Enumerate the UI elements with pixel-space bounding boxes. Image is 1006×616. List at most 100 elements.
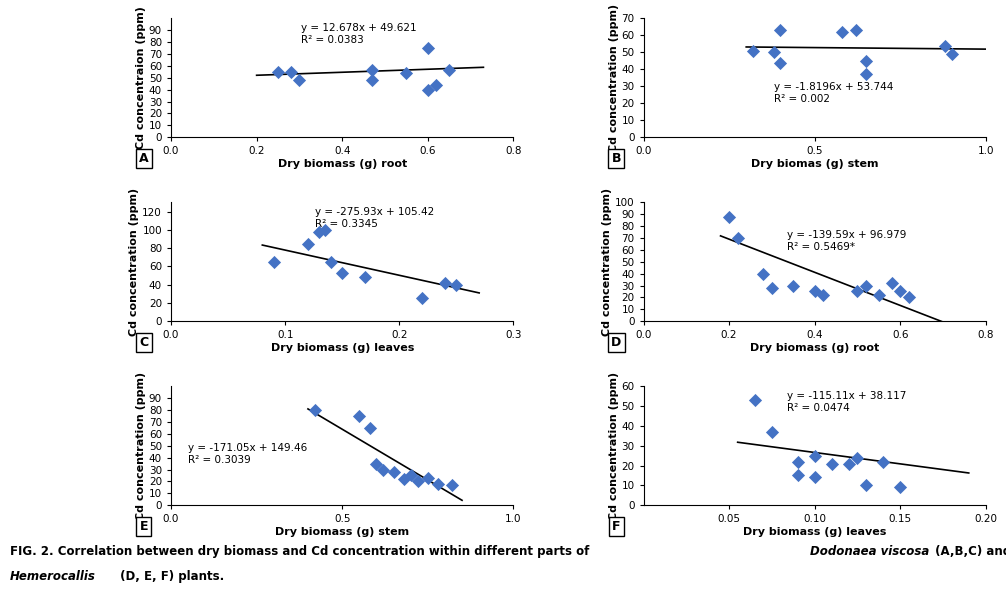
Point <box>420 473 436 483</box>
Point <box>849 453 865 463</box>
Y-axis label: Cd concentration (ppm): Cd concentration (ppm) <box>609 4 619 152</box>
Point <box>937 41 953 51</box>
Point <box>442 65 458 75</box>
Point <box>766 47 782 57</box>
Point <box>317 225 333 235</box>
X-axis label: Dry biomass (g) root: Dry biomass (g) root <box>278 159 406 169</box>
Point <box>790 456 806 466</box>
Point <box>368 459 384 469</box>
Text: A: A <box>139 152 149 165</box>
Point <box>721 212 737 222</box>
Point <box>357 272 373 282</box>
Point <box>375 464 391 474</box>
Point <box>729 233 745 243</box>
Point <box>745 46 762 55</box>
Point <box>402 471 418 480</box>
Point <box>900 293 916 302</box>
Y-axis label: Cd concentraion (ppm): Cd concentraion (ppm) <box>136 6 146 149</box>
Text: R² = 0.0474: R² = 0.0474 <box>788 402 850 413</box>
Point <box>409 476 426 486</box>
Point <box>364 65 380 75</box>
Point <box>773 25 789 35</box>
Point <box>398 68 414 78</box>
Text: y = -1.8196x + 53.744: y = -1.8196x + 53.744 <box>774 82 893 92</box>
Point <box>858 281 874 291</box>
Point <box>764 283 780 293</box>
Text: R² = 0.0383: R² = 0.0383 <box>301 34 364 44</box>
Point <box>871 290 887 300</box>
Point <box>773 58 789 68</box>
Text: D: D <box>612 336 622 349</box>
Point <box>875 456 891 466</box>
Point <box>334 268 350 278</box>
Point <box>746 395 763 405</box>
Point <box>790 471 806 480</box>
Y-axis label: Cd concentration (ppm): Cd concentration (ppm) <box>136 371 146 520</box>
Point <box>311 227 327 237</box>
Point <box>323 257 339 267</box>
Point <box>292 75 308 85</box>
Text: Hemerocallis: Hemerocallis <box>10 570 96 583</box>
Text: y = -171.05x + 149.46: y = -171.05x + 149.46 <box>188 443 308 453</box>
X-axis label: Dry biomass (g) root: Dry biomass (g) root <box>750 343 879 353</box>
Point <box>361 423 377 433</box>
Point <box>351 411 367 421</box>
Point <box>449 280 465 290</box>
Point <box>807 286 823 296</box>
Point <box>430 479 446 488</box>
Point <box>944 49 960 59</box>
X-axis label: Dry biomass (g) leaves: Dry biomass (g) leaves <box>743 527 886 537</box>
Point <box>283 67 299 77</box>
Point <box>437 278 453 288</box>
Text: y = -115.11x + 38.117: y = -115.11x + 38.117 <box>788 391 906 400</box>
Point <box>364 75 380 85</box>
Text: y = 12.678x + 49.621: y = 12.678x + 49.621 <box>301 23 416 33</box>
Point <box>307 405 323 415</box>
Point <box>815 290 831 300</box>
Point <box>858 70 874 79</box>
Text: R² = 0.5469*: R² = 0.5469* <box>788 242 855 253</box>
Point <box>849 286 865 296</box>
Y-axis label: Cd concentration (ppm): Cd concentration (ppm) <box>602 188 612 336</box>
X-axis label: Dry biomass (g) stem: Dry biomass (g) stem <box>276 527 409 537</box>
Y-axis label: Cd concentration (ppm): Cd concentration (ppm) <box>609 371 619 520</box>
Point <box>848 25 864 35</box>
Text: Dodonaea viscosa: Dodonaea viscosa <box>810 545 930 558</box>
Point <box>892 482 908 492</box>
Point <box>764 427 780 437</box>
Point <box>841 459 857 469</box>
Point <box>892 286 908 296</box>
Point <box>824 459 840 469</box>
Point <box>756 269 772 278</box>
Point <box>395 474 411 484</box>
Point <box>807 472 823 482</box>
Point <box>266 257 282 267</box>
Point <box>300 238 316 248</box>
Y-axis label: Cd concentration (ppm): Cd concentration (ppm) <box>130 188 140 336</box>
X-axis label: Dry biomas (g) stem: Dry biomas (g) stem <box>750 159 878 169</box>
Text: C: C <box>139 336 149 349</box>
Text: (A,B,C) and: (A,B,C) and <box>931 545 1006 558</box>
Point <box>444 480 460 490</box>
Text: R² = 0.3039: R² = 0.3039 <box>188 455 250 464</box>
Text: R² = 0.3345: R² = 0.3345 <box>315 219 377 229</box>
Text: B: B <box>612 152 621 165</box>
Point <box>420 85 436 95</box>
Point <box>429 80 445 90</box>
Point <box>834 27 850 37</box>
Point <box>858 480 874 490</box>
Text: y = -139.59x + 96.979: y = -139.59x + 96.979 <box>788 230 906 240</box>
Point <box>858 56 874 66</box>
Text: E: E <box>140 520 148 533</box>
Point <box>786 281 802 291</box>
Text: F: F <box>612 520 621 533</box>
X-axis label: Dry biomass (g) leaves: Dry biomass (g) leaves <box>271 343 413 353</box>
Text: R² = 0.002: R² = 0.002 <box>774 94 830 104</box>
Text: y = -275.93x + 105.42: y = -275.93x + 105.42 <box>315 207 434 217</box>
Point <box>414 293 431 303</box>
Point <box>883 278 899 288</box>
Point <box>385 467 401 477</box>
Text: FIG. 2. Correlation between dry biomass and Cd concentration within different pa: FIG. 2. Correlation between dry biomass … <box>10 545 594 558</box>
Point <box>270 67 286 77</box>
Point <box>807 451 823 461</box>
